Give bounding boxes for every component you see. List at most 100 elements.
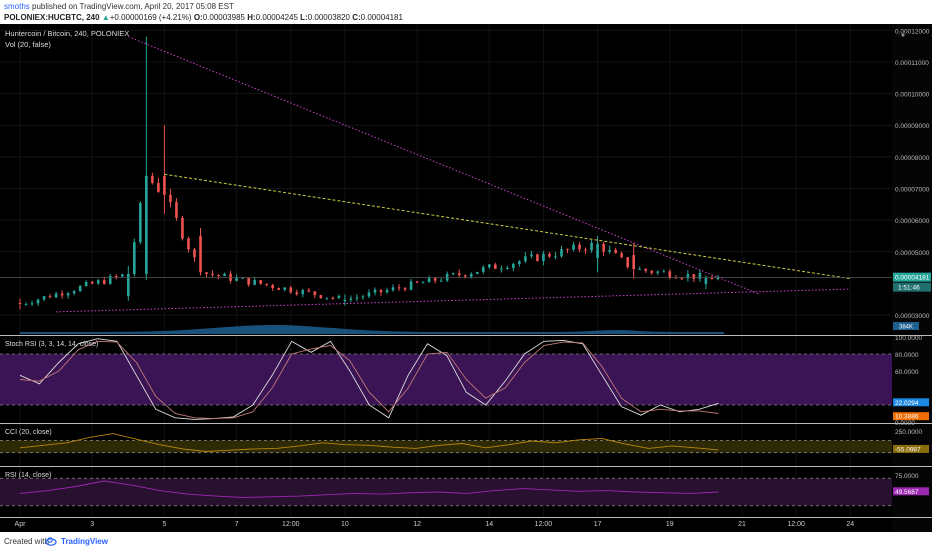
candle-body: [253, 280, 256, 285]
candle-body: [518, 261, 521, 264]
trendline-1: [56, 288, 851, 313]
candle-body: [698, 273, 702, 279]
rsi-y-tick: 75.0000: [895, 473, 919, 480]
candle-body: [536, 254, 539, 261]
candle-body: [127, 273, 130, 297]
candle-body: [66, 293, 70, 296]
tradingview-cloud-icon: [45, 537, 57, 546]
publish-line: smoths published on TradingView.com, Apr…: [4, 2, 234, 11]
candle-body: [235, 277, 238, 281]
cci-badge: [893, 444, 929, 453]
x-tick-label: 7: [235, 521, 239, 528]
cci-label: -55.0987: [895, 446, 921, 453]
candle-body: [114, 275, 118, 277]
trendline-2: [164, 173, 851, 280]
candle-body: [692, 274, 696, 279]
stoch-band: [0, 354, 892, 405]
x-tick-label: 12:00: [535, 521, 553, 528]
candle-body: [163, 175, 166, 195]
candle-body: [415, 281, 419, 283]
candle-body: [337, 295, 341, 298]
tradingview-brand[interactable]: TradingView: [61, 537, 108, 546]
publish-info: published on TradingView.com, April 20, …: [32, 2, 234, 11]
candle-body: [193, 249, 196, 258]
candle-body: [421, 282, 425, 284]
candle-body: [650, 270, 654, 273]
created-with-label: Created with: [4, 537, 49, 546]
candle-body: [644, 268, 648, 271]
stoch-k-label: 22.0294: [895, 400, 919, 407]
header-bar: smoths published on TradingView.com, Apr…: [0, 0, 932, 24]
candle-body: [181, 217, 184, 239]
candle-body: [96, 280, 100, 284]
candle-body: [427, 277, 431, 283]
y-tick-label: 0.00006000: [895, 218, 930, 225]
author-link[interactable]: smoths: [4, 2, 30, 11]
high-value: 0.00004245: [255, 13, 298, 22]
candle-body: [626, 257, 629, 268]
candle-body: [409, 281, 413, 290]
candle-body: [187, 238, 190, 250]
candle-body: [572, 244, 575, 250]
x-tick-label: 17: [594, 521, 602, 528]
stoch-k-badge: [893, 398, 929, 407]
candle-body: [84, 281, 88, 286]
candle-body: [90, 281, 94, 284]
candle-body: [584, 249, 587, 251]
stoch-y-tick: 100.0000: [895, 335, 922, 342]
open-value: 0.00003985: [202, 13, 245, 22]
low-label: L:: [300, 13, 308, 22]
y-tick-label: 0.00011000: [895, 60, 929, 67]
chart-area[interactable]: 0.00012000 0.00011000 0.00010000 0.00009000…: [0, 24, 932, 532]
candle-body: [638, 268, 642, 270]
close-label: C:: [352, 13, 361, 22]
candle-body: [313, 291, 317, 296]
candle-body: [469, 273, 473, 277]
chart-canvas[interactable]: 0.00012000 0.00011000 0.00010000 0.00009000…: [0, 24, 932, 532]
candle-body: [530, 254, 533, 257]
candle-body: [199, 235, 202, 273]
candle-body: [133, 242, 136, 274]
cci-series-0: [19, 433, 719, 452]
candle-body: [211, 273, 214, 275]
candle-body: [307, 290, 311, 292]
ohlc-line: POLONIEX:HUCBTC, 240 ▲+0.00000169 (+4.21…: [4, 13, 403, 22]
candle-body: [355, 297, 359, 299]
candle-body: [566, 249, 569, 251]
candle-body: [331, 297, 335, 299]
candle-body: [686, 274, 690, 279]
candle-body: [500, 268, 503, 270]
x-tick-label: 5: [162, 521, 166, 528]
candle-body: [289, 287, 293, 293]
stoch-title: Stoch RSI (3, 3, 14, 14, close): [5, 341, 98, 348]
candle-body: [319, 295, 323, 299]
candle-body: [271, 285, 274, 289]
candle-body: [265, 283, 268, 286]
high-label: H:: [247, 13, 256, 22]
candle-body: [54, 293, 58, 298]
candle-body: [379, 289, 383, 293]
volume-legend: Vol (20, false): [5, 40, 51, 49]
candle-body: [175, 202, 178, 218]
x-tick-label: 21: [738, 521, 746, 528]
candle-body: [283, 287, 287, 290]
main-title: Huntercoin / Bitcoin, 240, POLONIEX: [5, 29, 129, 38]
candle-body: [367, 292, 371, 297]
candle-body: [325, 297, 329, 299]
candle-body: [608, 249, 611, 252]
candle-body: [596, 243, 599, 259]
x-tick-label: 12:00: [787, 521, 805, 528]
candle-body: [704, 277, 708, 284]
last-price-badge: [893, 272, 931, 282]
y-tick-label: 0.00009000: [895, 123, 930, 130]
x-tick-label: 3: [90, 521, 94, 528]
candle-body: [433, 277, 437, 281]
volume-badge-label: 384K: [899, 325, 913, 331]
y-tick-label: 0.00003000: [895, 313, 930, 320]
candle-body: [391, 287, 395, 291]
candle-body: [343, 299, 347, 302]
candle-body: [481, 267, 485, 272]
low-value: 0.00003820: [307, 13, 350, 22]
cci-band: [0, 440, 892, 453]
candle-body: [451, 273, 455, 275]
